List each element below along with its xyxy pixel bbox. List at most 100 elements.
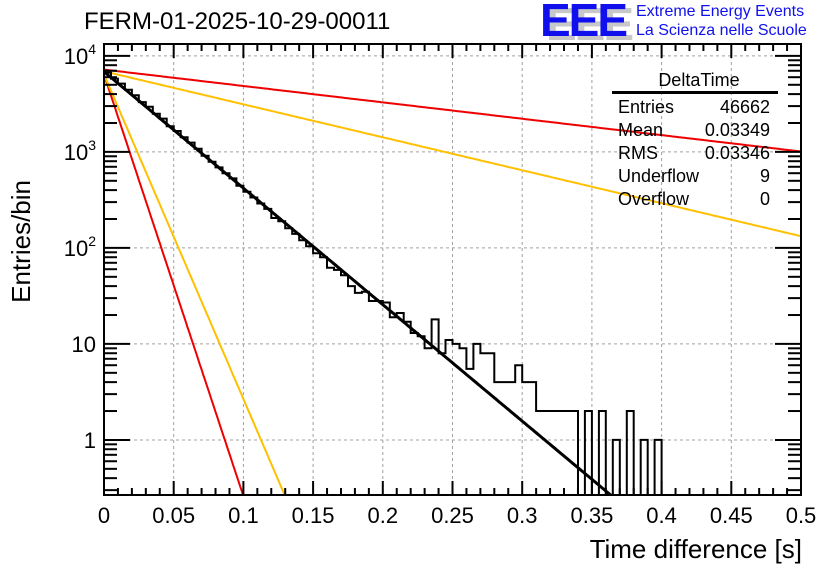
histogram-bin	[376, 301, 383, 495]
histogram-bin	[362, 292, 369, 495]
histogram-bin	[571, 411, 578, 495]
histogram-bin	[522, 382, 529, 495]
y-tick-base: 10	[64, 236, 88, 261]
stats-label: Overflow	[618, 189, 690, 209]
y-tick-label: 10	[72, 332, 96, 357]
histogram-bin	[613, 440, 620, 495]
histogram-bin	[599, 411, 606, 495]
fit-curve-yellow-shallow	[104, 70, 801, 238]
stats-value: 0.03349	[704, 120, 770, 140]
y-tick-label: 103	[64, 137, 96, 165]
histogram-bin	[383, 303, 390, 495]
stats-label: Entries	[618, 97, 675, 117]
histogram-outline	[104, 71, 663, 495]
x-tick-label: 0.4	[646, 503, 677, 528]
histogram-bin	[118, 84, 125, 495]
histogram-bin	[501, 382, 508, 495]
histogram-bin	[411, 333, 418, 495]
x-tick-label: 0.3	[507, 503, 538, 528]
stats-value: 46662	[719, 97, 770, 117]
histogram-bin	[320, 257, 327, 495]
histogram-bin	[466, 369, 473, 495]
logo-text: Extreme Energy Events La Scienza nelle S…	[636, 2, 807, 40]
x-tick-label: 0.1	[228, 503, 259, 528]
histogram-bin	[327, 268, 334, 495]
histogram-bin	[195, 149, 202, 495]
axis-ticks	[103, 44, 802, 495]
histogram-bin	[641, 440, 648, 495]
x-tick-label: 0	[98, 503, 110, 528]
stats-divider	[612, 91, 778, 94]
y-tick-label: 104	[64, 41, 96, 69]
histogram-bin	[425, 348, 432, 495]
histogram-bin	[397, 313, 404, 495]
histogram-bin	[334, 270, 341, 495]
histogram-bin	[153, 114, 160, 495]
y-tick-exponent: 3	[88, 137, 96, 153]
histogram-bin	[299, 240, 306, 495]
histogram-bin	[550, 411, 557, 495]
x-axis-label: Time difference [s]	[589, 534, 802, 564]
stats-box: DeltaTime Entries 46662 Mean 0.03349 RMS 0.…	[612, 70, 778, 211]
histogram-bin	[536, 411, 543, 495]
x-tick-label: 0.35	[570, 503, 613, 528]
histogram-bin	[487, 353, 494, 495]
histogram-bin	[202, 156, 209, 495]
y-tick-exponent: 2	[88, 233, 96, 249]
histogram-bin	[285, 228, 292, 495]
y-tick-exponent: 4	[88, 41, 96, 57]
stats-label: Underflow	[618, 166, 700, 186]
stats-row-mean: Mean 0.03349	[612, 119, 778, 142]
histogram-bin	[313, 253, 320, 495]
histogram-bin	[564, 411, 571, 495]
logo-mark: EEE	[540, 0, 628, 46]
histogram-bin	[508, 382, 515, 495]
histogram-bin	[216, 167, 223, 495]
x-tick-label: 0.5	[786, 503, 817, 528]
histogram-bin	[229, 178, 236, 495]
histogram-bin	[341, 275, 348, 495]
logo-shadow: EEE	[546, 0, 634, 50]
y-tick-base: 10	[64, 140, 88, 165]
logo-line-2: La Scienza nelle Scuole	[636, 22, 807, 39]
histogram-bin	[104, 73, 111, 495]
histogram-bin	[585, 411, 592, 495]
histogram-bin	[257, 204, 264, 495]
histogram-bin	[655, 440, 662, 495]
histogram-bin	[271, 218, 278, 495]
stats-value: 0.03346	[704, 143, 770, 163]
stats-row-entries: Entries 46662	[612, 96, 778, 119]
histogram	[104, 71, 663, 495]
histogram-bin	[236, 186, 243, 495]
x-tick-label: 0.15	[292, 503, 335, 528]
stats-row-overflow: Overflow 0	[612, 188, 778, 211]
histogram-bin	[404, 322, 411, 495]
histogram-bin	[139, 102, 146, 495]
stats-label: Mean	[618, 120, 664, 140]
histogram-bin	[369, 301, 376, 495]
histogram-bin	[188, 143, 195, 495]
fit-curve-yellow-steep	[104, 74, 286, 495]
y-tick-label: 1	[84, 428, 96, 453]
x-tick-label: 0.2	[368, 503, 399, 528]
stats-value: 9	[759, 166, 770, 186]
stats-row-underflow: Underflow 9	[612, 165, 778, 188]
eee-logo: EEE EEE	[540, 0, 636, 50]
histogram-bin	[243, 192, 250, 495]
histogram-bin	[529, 382, 536, 495]
fit-curve-red-shallow	[104, 68, 801, 153]
histogram-bin	[543, 411, 550, 495]
histogram-bin	[515, 365, 522, 495]
histogram-bin	[292, 234, 299, 495]
chart-title: FERM-01-2025-10-29-00011	[84, 8, 391, 35]
x-tick-label: 0.05	[152, 503, 195, 528]
x-tick-label: 0.25	[431, 503, 474, 528]
stats-title: DeltaTime	[658, 70, 740, 90]
stats-row-rms: RMS 0.03346	[612, 142, 778, 165]
histogram-bin	[222, 173, 229, 495]
histogram-bin	[278, 221, 285, 495]
stats-label: RMS	[618, 143, 658, 163]
histogram-bin	[160, 119, 167, 495]
histogram-bin	[306, 246, 313, 495]
